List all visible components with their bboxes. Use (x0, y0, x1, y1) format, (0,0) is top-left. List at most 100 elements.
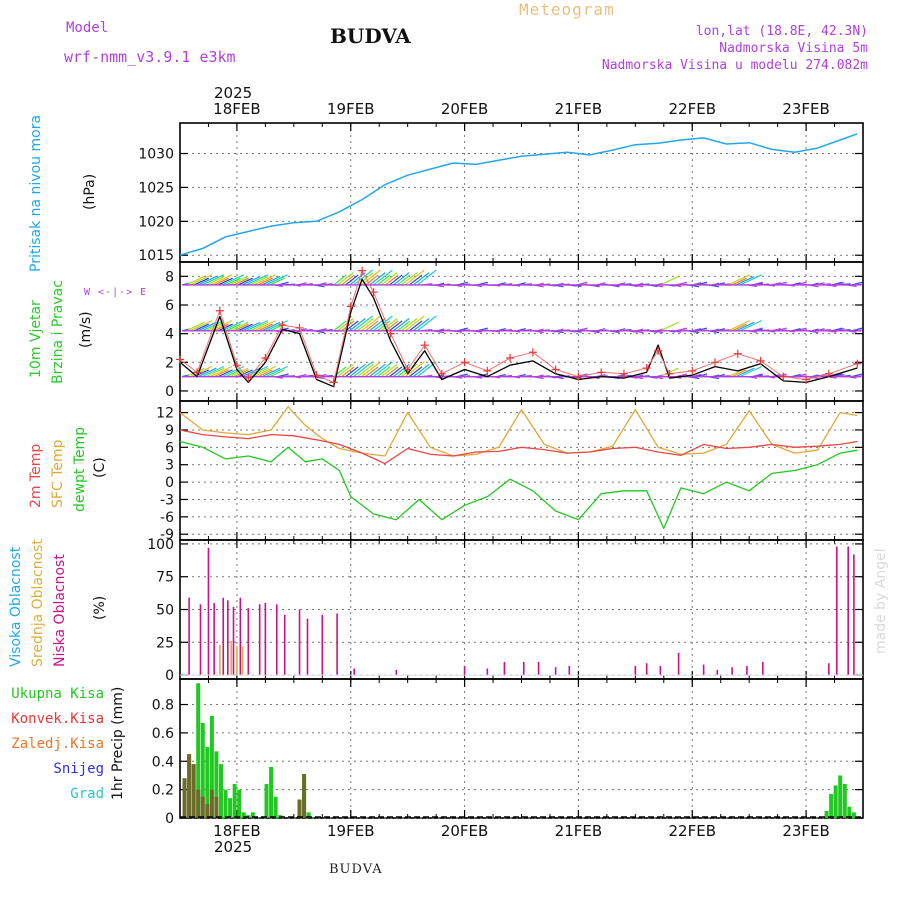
wind-direction-arrow (241, 321, 261, 332)
y-tick-label: 12 (156, 406, 174, 422)
wind-direction-arrow (385, 320, 399, 332)
wind-direction-arrow (237, 277, 253, 286)
wind-direction-arrow (393, 317, 410, 332)
wind-gust-marker (386, 329, 395, 338)
wind-gust-marker (483, 366, 492, 375)
precip-total-bar (241, 812, 246, 818)
x-tick-label-top: 20FEB (441, 100, 488, 118)
wind-direction-arrow (209, 274, 233, 286)
wind-direction-arrow (377, 274, 391, 286)
precip-conv-bar (187, 754, 192, 818)
y-tick-label: 9 (165, 423, 174, 439)
wind-gust-marker (756, 356, 765, 365)
wind-gust-marker (312, 371, 321, 380)
wind-direction-arrow (660, 321, 679, 332)
wind-direction-arrow (660, 275, 679, 286)
y-tick-label: 0.8 (152, 698, 174, 714)
precip-conv-bar (302, 774, 307, 818)
wind-direction-arrow (412, 317, 430, 332)
altitude-label: Nadmorska Visina 5m (719, 41, 868, 56)
y-tick-label: 100 (147, 537, 174, 553)
wind-direction-arrow (739, 365, 763, 378)
wind-direction-arrow (233, 277, 249, 286)
wind-gust-marker (802, 375, 811, 384)
x-tick-label-top: 18FEB (213, 100, 260, 118)
wind-direction-arrow (209, 320, 233, 332)
wind-direction-arrow (337, 317, 354, 332)
precip-total-bar (228, 798, 233, 818)
precip-total-bar (250, 812, 255, 818)
year-top: 2025 (214, 84, 253, 102)
x-tick-label-top: 19FEB (327, 100, 374, 118)
wind-direction-arrow (245, 320, 269, 332)
legend-konvek-kisa: Konvek.Kisa (11, 711, 104, 727)
wind-direction-arrow (186, 275, 205, 286)
wind-direction-arrow (353, 269, 373, 286)
wind-direction-arrow (265, 320, 288, 332)
wind-gust-marker (619, 369, 628, 378)
wind-gust-marker (346, 302, 355, 311)
wind-direction-arrow (205, 321, 225, 332)
wind-direction-arrow (389, 274, 403, 286)
wind-direction-arrow (345, 274, 359, 286)
wind-direction-arrow (405, 361, 425, 378)
legend-zaledj-kisa: Zaledj.Kisa (11, 736, 104, 752)
wind-direction-arrow (249, 321, 269, 332)
wind-gust-marker (642, 364, 651, 373)
y-tick-label: 8 (165, 269, 174, 285)
wind-direction-arrow (373, 315, 393, 332)
wind-gust-line (179, 270, 858, 383)
wind-direction-arrow (337, 272, 354, 286)
wind-direction-arrow (373, 269, 393, 286)
wind-direction-arrow (353, 361, 373, 378)
x-tick-label-bottom: 20FEB (441, 822, 488, 840)
wind-direction-arrow (353, 315, 373, 332)
y-tick-label: -6 (160, 510, 174, 526)
x-tick-label-bottom: 22FEB (669, 822, 716, 840)
wind-direction-arrow (409, 366, 423, 378)
wind-direction-arrow (333, 274, 347, 286)
wind-direction-arrow (393, 272, 410, 286)
dewpt-line (179, 440, 858, 530)
wind-direction-arrow (233, 323, 249, 332)
precip-total-bar (214, 751, 219, 818)
wind-direction-arrow (189, 365, 213, 378)
precip-total-bar (842, 783, 847, 818)
wind-direction-arrow (249, 367, 269, 378)
precip-conv-bar (214, 796, 219, 818)
y-tick-label: 0 (165, 384, 174, 400)
wind-gust-marker (824, 369, 833, 378)
wind-direction-arrow (377, 320, 391, 332)
y-tick-label: 1015 (138, 248, 174, 264)
legend-ukupna-kisa: Ukupna Kisa (11, 686, 104, 702)
wind-direction-arrow (365, 320, 379, 332)
wind-direction-arrow (373, 361, 393, 378)
wind-direction-arrow (193, 323, 209, 332)
wind-direction-arrow (416, 315, 437, 332)
wind-direction-arrow (221, 365, 245, 378)
wind-gust-marker (358, 266, 367, 275)
wind-direction-arrow (345, 366, 359, 378)
wind-direction-arrow (389, 366, 403, 378)
precip-total-bar (269, 766, 274, 818)
wind-direction-arrow (201, 320, 225, 332)
wind-direction-arrow (731, 369, 747, 378)
y-tick-label: 1030 (138, 147, 174, 163)
y-tick-label: 0.4 (152, 754, 174, 770)
wind-direction-arrow (233, 369, 249, 378)
wind-gust-marker (551, 365, 560, 374)
wind-direction-arrow (205, 367, 225, 378)
wind-direction-arrow (241, 275, 261, 286)
x-tick-label-bottom: 21FEB (555, 822, 602, 840)
precip-total-bar (232, 783, 237, 818)
wind-direction-arrow (249, 275, 269, 286)
wind-direction-arrow (257, 277, 273, 286)
y-tick-label: 3 (165, 458, 174, 474)
wind-direction-arrow (261, 321, 281, 332)
wind-direction-arrow (401, 317, 418, 332)
station-title: BUDVA (330, 24, 411, 48)
wind-direction-arrow (731, 323, 747, 332)
wind-direction-arrow (727, 274, 751, 286)
wind-direction-arrow (385, 366, 399, 378)
y-tick-label: 1025 (138, 180, 174, 196)
